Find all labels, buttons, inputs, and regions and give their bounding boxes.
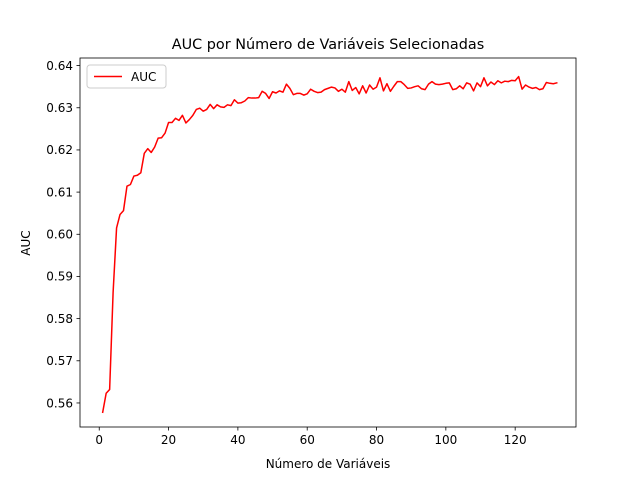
plot-frame bbox=[79, 57, 577, 428]
y-axis-title: AUC bbox=[19, 230, 33, 255]
x-tick-label: 100 bbox=[434, 433, 457, 447]
legend-box bbox=[86, 64, 167, 89]
chart-title: AUC por Número de Variáveis Selecionadas bbox=[172, 37, 484, 53]
x-tick-label: 80 bbox=[369, 433, 384, 447]
y-tick-label: 0.61 bbox=[46, 185, 73, 199]
plot-area: 0 20 40 60 80 100 120 0.56 0.57 0.58 0.59 0.60 0.61 0… bbox=[46, 57, 577, 447]
x-tick-label: 0 bbox=[95, 433, 103, 447]
x-tick-label: 20 bbox=[161, 433, 176, 447]
y-tick-label: 0.63 bbox=[46, 101, 73, 115]
y-tick-label: 0.59 bbox=[46, 270, 73, 284]
series-line-0 bbox=[101, 75, 558, 414]
y-tick-label: 0.56 bbox=[46, 396, 73, 410]
x-tick-label: 60 bbox=[300, 433, 315, 447]
x-axis-title: Número de Variáveis bbox=[266, 457, 391, 471]
x-tick-label: 120 bbox=[504, 433, 527, 447]
x-tick-label: 40 bbox=[230, 433, 245, 447]
y-tick-label: 0.60 bbox=[46, 228, 73, 242]
legend: AUC bbox=[86, 64, 167, 89]
y-tick-label: 0.58 bbox=[46, 312, 73, 326]
y-tick-label: 0.62 bbox=[46, 143, 73, 157]
y-tick-label: 0.57 bbox=[46, 354, 73, 368]
legend-label: AUC bbox=[131, 70, 156, 84]
y-tick-label: 0.64 bbox=[46, 59, 73, 73]
